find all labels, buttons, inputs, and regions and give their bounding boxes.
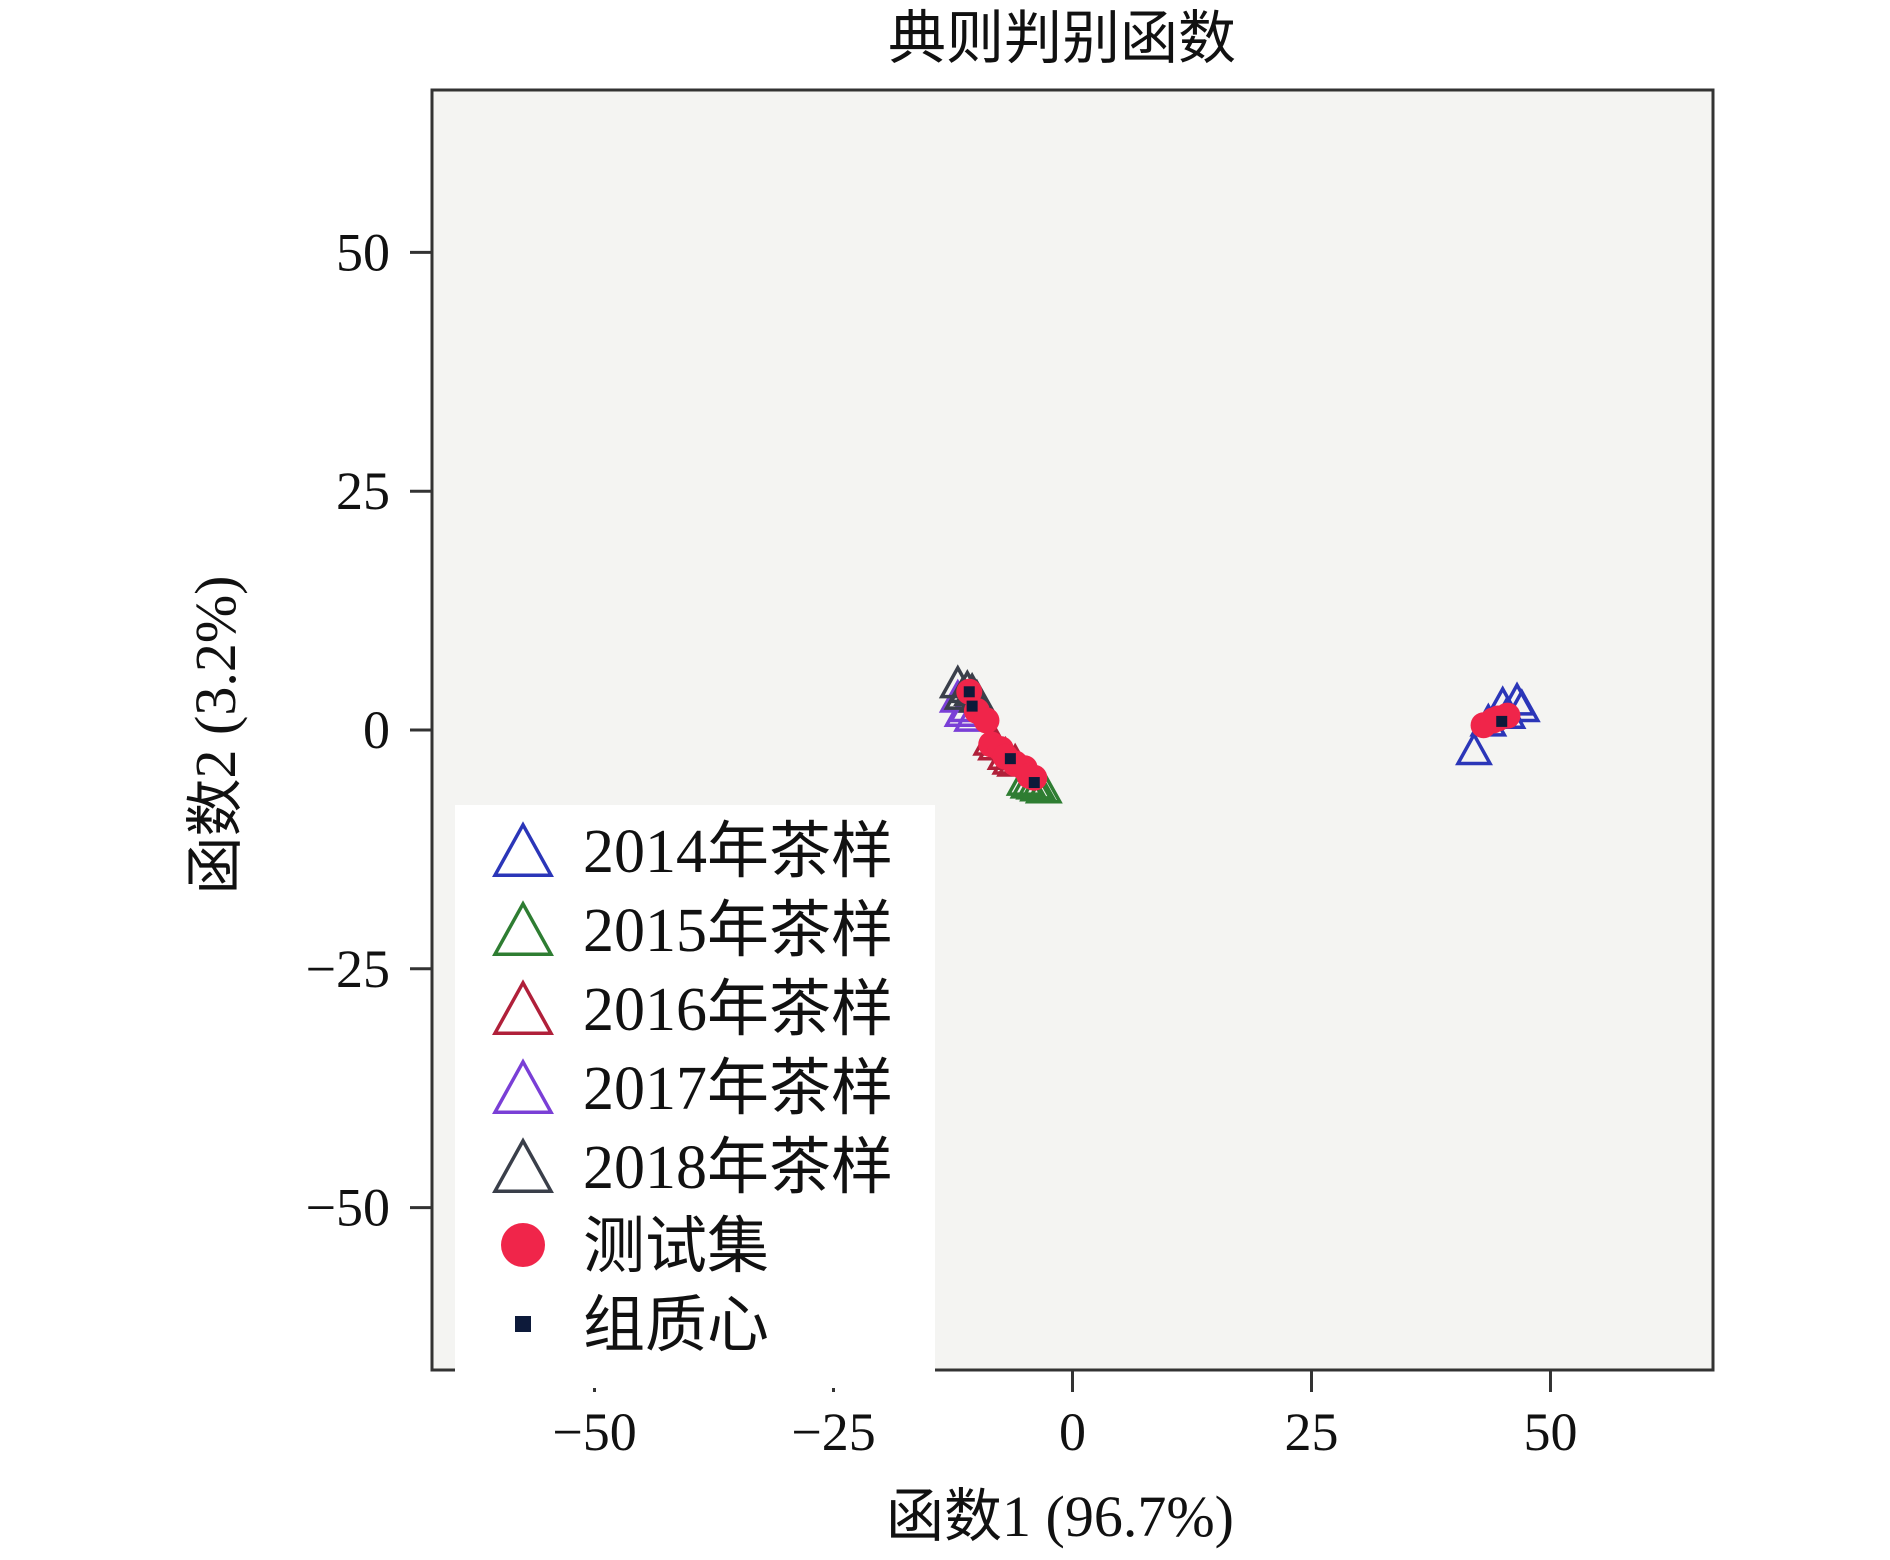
y-tick-label: 0 [363, 700, 390, 760]
data-point [963, 686, 975, 698]
legend-label: 2017年茶样 [583, 1055, 893, 1123]
legend-marker [492, 1137, 554, 1193]
x-tick-label: 0 [1059, 1402, 1086, 1462]
legend-box [455, 805, 935, 1388]
legend-label: 2016年茶样 [583, 976, 893, 1044]
chart-title: 典则判别函数 [888, 6, 1236, 71]
data-point [1496, 715, 1508, 727]
y-tick-label: −25 [306, 939, 390, 999]
series-组质心 [963, 686, 1508, 789]
y-axis-ticks: 50 25 0 −25 −50 [306, 222, 432, 1238]
x-axis-label: 函数1 (96.7%) [886, 1484, 1234, 1549]
legend-marker [492, 900, 554, 956]
data-point [1004, 753, 1016, 765]
legend: 2014年茶样 2015年茶样 2016年茶样 2017年茶样 2018年茶样测试集组质… [455, 805, 935, 1388]
y-tick-label: 25 [336, 461, 390, 521]
x-tick-label: 25 [1284, 1402, 1338, 1462]
y-axis-label: 函数2 (3.2%) [183, 576, 248, 895]
legend-marker [515, 1316, 531, 1332]
y-tick-label: −50 [306, 1178, 390, 1238]
legend-label: 组质心 [583, 1292, 769, 1360]
y-tick-label: 50 [336, 222, 390, 282]
x-axis-ticks: −50 −25 0 25 50 [552, 1370, 1577, 1462]
data-point [966, 700, 978, 712]
legend-label: 2018年茶样 [583, 1134, 893, 1202]
legend-label: 测试集 [583, 1213, 769, 1281]
x-tick-label: 50 [1523, 1402, 1577, 1462]
legend-label: 2014年茶样 [583, 818, 893, 886]
data-point [1455, 731, 1493, 766]
legend-marker [501, 1223, 545, 1267]
legend-marker [492, 821, 554, 877]
data-markers [938, 664, 1541, 804]
x-tick-label: −25 [791, 1402, 875, 1462]
data-point [1028, 777, 1040, 789]
x-tick-label: −50 [552, 1402, 636, 1462]
legend-marker [492, 979, 554, 1035]
legend-label: 2015年茶样 [583, 897, 893, 965]
legend-marker [492, 1058, 554, 1114]
data-point [973, 707, 1000, 734]
